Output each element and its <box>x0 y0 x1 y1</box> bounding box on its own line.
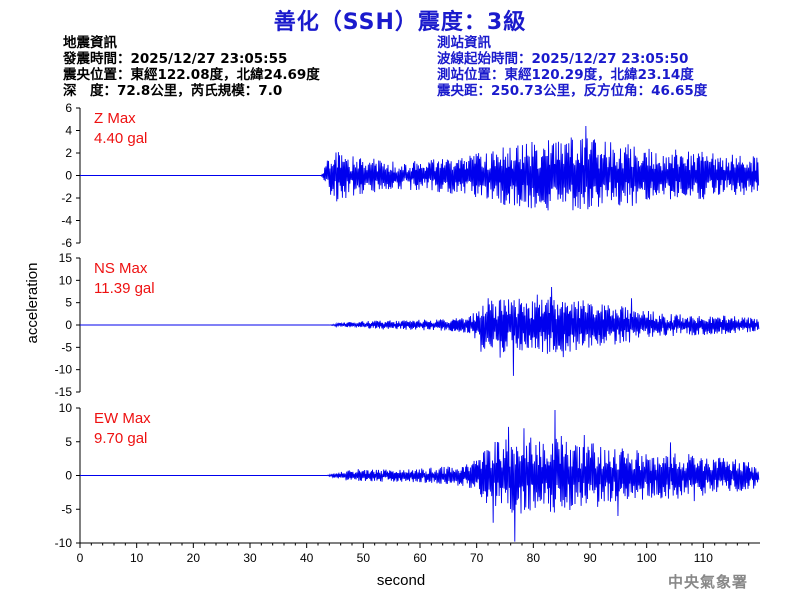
epicenter-location: 震央位置：東經122.08度，北緯24.69度 <box>63 67 320 83</box>
max-value: 9.70 gal <box>94 430 147 447</box>
max-value: 11.39 gal <box>94 280 155 297</box>
depth-magnitude: 深 度：72.8公里，芮氏規模：7.0 <box>63 83 283 99</box>
cwa-watermark: 中央氣象署 <box>667 573 748 591</box>
y-tick-label: 4 <box>65 124 72 138</box>
max-label: Z Max <box>94 110 136 127</box>
x-tick-label: 90 <box>583 551 597 565</box>
wave-start-time: 波線起始時間：2025/12/27 23:05:50 <box>437 51 689 67</box>
x-tick-label: 50 <box>357 551 371 565</box>
x-tick-label: 70 <box>470 551 484 565</box>
y-tick-label: 2 <box>65 146 72 160</box>
y-tick-label: 10 <box>59 401 73 415</box>
y-tick-label: -4 <box>61 214 72 228</box>
x-tick-label: 30 <box>243 551 257 565</box>
page-title: 善化（SSH）震度：3級 <box>273 10 527 35</box>
quake-info-heading: 地震資訊 <box>63 35 117 51</box>
y-tick-label: -2 <box>61 191 72 205</box>
station-info-block: 測站資訊 波線起始時間：2025/12/27 23:05:50 測站位置：東經1… <box>437 35 707 99</box>
max-label: NS Max <box>94 260 148 277</box>
y-tick-label: 15 <box>59 251 73 265</box>
origin-time: 發震時間：2025/12/27 23:05:55 <box>63 51 288 67</box>
y-tick-label: 5 <box>65 296 72 310</box>
max-label: EW Max <box>94 410 151 427</box>
panel-z: 6 4 2 0 -2 -4 -6 Z Max 4.40 gal <box>61 101 760 250</box>
station-info-heading: 測站資訊 <box>437 35 491 51</box>
y-tick-label: 0 <box>65 318 72 332</box>
x-axis-label: second <box>377 572 425 589</box>
y-tick-label: -10 <box>55 363 73 377</box>
x-tick-label: 60 <box>413 551 427 565</box>
y-tick-label: 6 <box>65 101 72 115</box>
y-tick-label: 0 <box>65 169 72 183</box>
y-tick-label: 10 <box>59 273 73 287</box>
panel-ns: 15 10 5 0 -5 -10 -15 NS Max 11.39 gal <box>55 251 760 399</box>
y-tick-label: -10 <box>55 536 73 550</box>
x-tick-label: 0 <box>77 551 84 565</box>
station-location: 測站位置：東經120.29度，北緯23.14度 <box>437 67 694 83</box>
x-tick-label: 100 <box>637 551 657 565</box>
panel-ew: 10 5 0 -5 -10 EW Max 9.70 gal <box>55 401 760 550</box>
x-tick-label: 80 <box>527 551 541 565</box>
y-tick-label: 0 <box>65 469 72 483</box>
x-tick-label: 40 <box>300 551 314 565</box>
waveform-ns <box>80 287 760 376</box>
x-tick-label: 110 <box>694 551 713 565</box>
epicentral-distance: 震央距：250.73公里，反方位角：46.65度 <box>437 83 708 99</box>
waveform-z <box>80 125 760 211</box>
y-axis-label: acceleration <box>24 263 41 344</box>
x-tick-label: 10 <box>130 551 144 565</box>
y-tick-label: -5 <box>61 502 72 516</box>
y-tick-label: -5 <box>61 340 72 354</box>
quake-info-block: 地震資訊 發震時間：2025/12/27 23:05:55 震央位置：東經122… <box>63 35 320 99</box>
y-tick-label: -15 <box>55 385 73 399</box>
max-value: 4.40 gal <box>94 130 147 147</box>
x-tick-label: 20 <box>187 551 201 565</box>
y-tick-label: -6 <box>61 236 72 250</box>
waveform-ew <box>80 410 760 542</box>
y-tick-label: 5 <box>65 435 72 449</box>
